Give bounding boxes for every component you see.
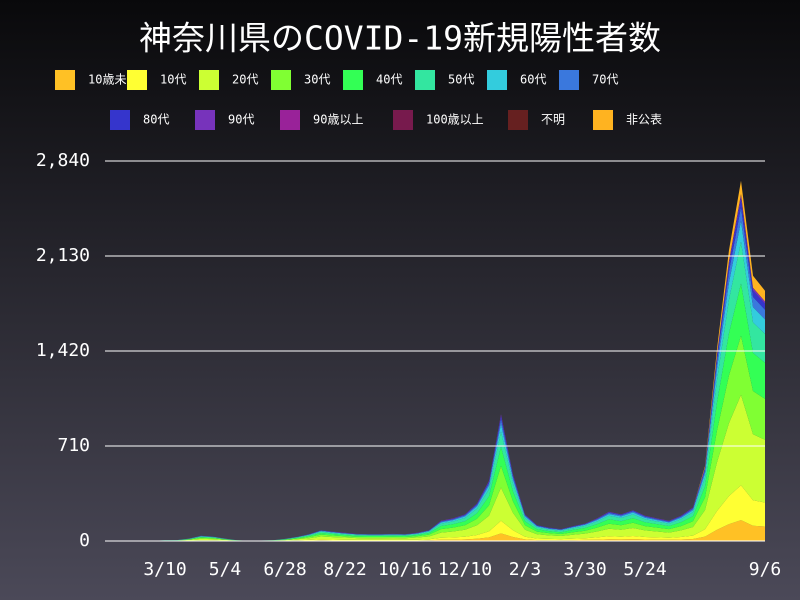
legend-swatch <box>280 110 300 130</box>
legend-swatch <box>55 70 75 90</box>
legend-swatch <box>415 70 435 90</box>
x-tick-label: 5/4 <box>209 559 242 580</box>
legend-swatch <box>271 70 291 90</box>
x-tick-label: 9/6 <box>749 559 782 580</box>
area <box>105 520 765 541</box>
legend-swatch <box>487 70 507 90</box>
y-tick-label: 0 <box>79 530 90 551</box>
legend-label: 40代 <box>376 73 402 87</box>
legend-label: 10代 <box>160 73 186 87</box>
legend-label: 60代 <box>520 73 546 87</box>
legend-swatch <box>195 110 215 130</box>
legend-swatch <box>199 70 219 90</box>
legend-swatch <box>393 110 413 130</box>
area <box>105 485 765 541</box>
legend-label: 90代 <box>228 113 254 127</box>
legend-swatch <box>508 110 528 130</box>
x-tick-label: 10/16 <box>378 559 432 580</box>
y-tick-label: 2,130 <box>36 245 90 266</box>
legend-swatch <box>127 70 147 90</box>
x-tick-label: 2/3 <box>509 559 542 580</box>
legend-label: 80代 <box>143 113 169 127</box>
y-tick-label: 710 <box>57 435 90 456</box>
legend-label: 不明 <box>541 113 565 127</box>
x-tick-label: 5/24 <box>623 559 666 580</box>
x-tick-label: 6/28 <box>263 559 306 580</box>
legend-label: 30代 <box>304 73 330 87</box>
y-tick-label: 1,420 <box>36 340 90 361</box>
legend-label: 10歳未満 <box>88 73 138 87</box>
legend-swatch <box>593 110 613 130</box>
x-tick-label: 8/22 <box>323 559 366 580</box>
legend-swatch <box>343 70 363 90</box>
legend-label: 100歳以上 <box>426 113 484 127</box>
legend-label: 70代 <box>592 73 618 87</box>
legend-label: 20代 <box>232 73 258 87</box>
chart-title: 神奈川県のCOVID-19新規陽性者数 <box>139 19 661 58</box>
legend-label: 90歳以上 <box>313 113 363 127</box>
legend-label: 50代 <box>448 73 474 87</box>
x-tick-label: 3/10 <box>143 559 186 580</box>
y-tick-label: 2,840 <box>36 150 90 171</box>
legend-swatch <box>559 70 579 90</box>
x-tick-label: 3/30 <box>563 559 606 580</box>
area <box>105 394 765 541</box>
x-tick-label: 12/10 <box>438 559 492 580</box>
legend-label: 非公表 <box>626 113 662 127</box>
legend-swatch <box>110 110 130 130</box>
